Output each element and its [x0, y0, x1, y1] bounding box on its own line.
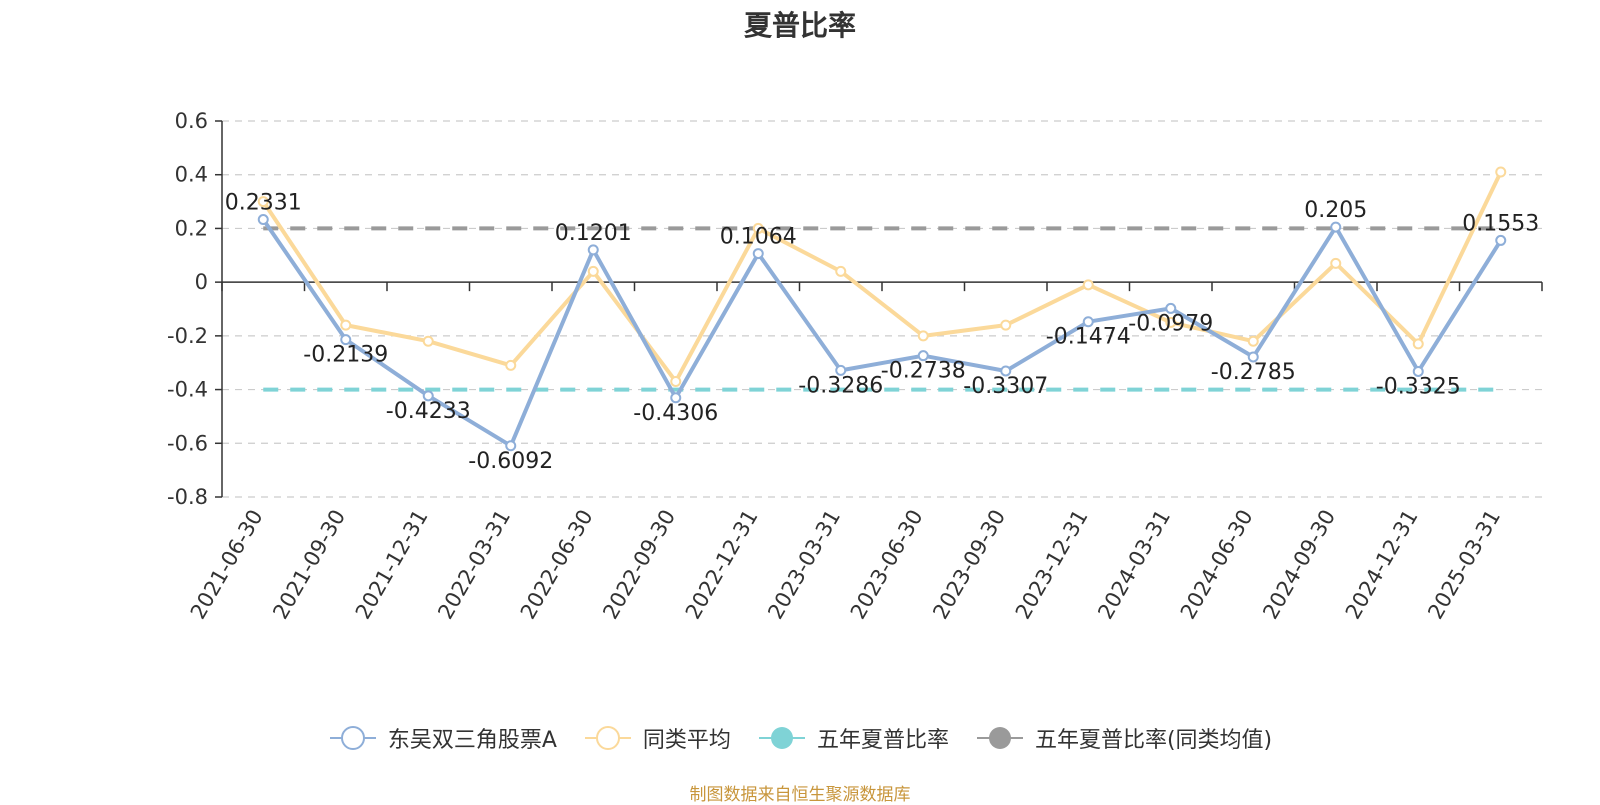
data-point — [1330, 257, 1342, 269]
data-point — [340, 319, 352, 331]
data-label: -0.3307 — [963, 374, 1048, 399]
data-point — [257, 196, 269, 208]
legend-marker-hollow-yellow — [584, 726, 631, 750]
x-tick-label: 2024-06-30 — [1176, 506, 1258, 624]
data-label: -0.3325 — [1376, 374, 1461, 399]
y-tick-label: 0.2 — [175, 216, 208, 240]
legend-item-five-year-sharpe-peer[interactable]: 五年夏普比率(同类均值) — [975, 722, 1272, 754]
data-point — [1165, 316, 1177, 328]
data-point — [1495, 166, 1507, 178]
data-point — [1330, 221, 1342, 233]
legend-marker-hollow-blue — [329, 726, 376, 750]
x-tick-label: 2022-03-31 — [433, 506, 515, 624]
data-label: -0.0979 — [1128, 311, 1213, 336]
data-point — [257, 214, 269, 226]
x-tick-label: 2021-09-30 — [268, 506, 350, 624]
reference-lines — [263, 226, 1501, 392]
data-label: 0.1553 — [1462, 211, 1539, 236]
x-tick-label: 2023-12-31 — [1011, 506, 1093, 624]
legend-item-peer-average[interactable]: 同类平均 — [583, 722, 731, 754]
data-label: 0.1064 — [720, 225, 797, 250]
data-point — [1412, 365, 1424, 377]
y-tick-label: 0.4 — [175, 163, 208, 187]
data-label: -0.3286 — [798, 373, 883, 398]
data-point — [1000, 365, 1012, 377]
series-lines — [257, 166, 1507, 452]
legend-label-five-year-sharpe: 五年夏普比率 — [816, 728, 949, 753]
y-tick-label: 0 — [195, 270, 208, 294]
data-point — [340, 334, 352, 346]
legend-marker-solid-gray — [976, 727, 1023, 749]
data-point — [1082, 316, 1094, 328]
x-tick-label: 2022-12-31 — [681, 506, 763, 624]
data-label: -0.2738 — [881, 359, 966, 384]
legend-item-fund[interactable]: 东吴双三角股票A — [328, 722, 557, 754]
data-point — [835, 364, 847, 376]
data-label: 0.1201 — [555, 221, 632, 246]
y-tick-label: -0.6 — [167, 431, 208, 455]
x-tick-label: 2022-06-30 — [516, 506, 598, 624]
legend-label-peer-average: 同类平均 — [642, 728, 731, 753]
x-tick-label: 2022-09-30 — [598, 506, 680, 624]
series-line — [261, 218, 1503, 448]
y-tick-label: 0.6 — [175, 109, 208, 133]
data-label: -0.1474 — [1046, 325, 1131, 350]
y-tick-label: -0.2 — [167, 324, 208, 348]
grid-lines — [222, 120, 1542, 498]
x-tick-label: 2021-06-30 — [186, 506, 268, 624]
data-point — [1165, 302, 1177, 314]
data-label: 0.2331 — [225, 191, 302, 216]
y-tick-label: -0.4 — [167, 378, 208, 402]
data-point — [1247, 351, 1259, 363]
data-point — [835, 265, 847, 277]
data-label: -0.2139 — [303, 343, 388, 368]
data-label: -0.6092 — [468, 449, 553, 474]
x-tick-label: 2024-03-31 — [1093, 506, 1175, 624]
source-note: 制图数据来自恒生聚源数据库 — [689, 785, 911, 805]
legend-label-five-year-sharpe-peer: 五年夏普比率(同类均值) — [1034, 728, 1273, 753]
data-point — [752, 248, 764, 260]
x-tick-label: 2025-03-31 — [1423, 506, 1505, 624]
data-labels: 0.2331 -0.2139 -0.4233 -0.6092 0.1201 -0.4306… — [225, 191, 1539, 474]
data-point — [505, 359, 517, 371]
x-tick-label: 2023-03-31 — [763, 506, 845, 624]
legend-item-five-year-sharpe[interactable]: 五年夏普比率 — [757, 722, 949, 754]
x-tick-label: 2024-09-30 — [1258, 506, 1340, 624]
data-point — [505, 440, 517, 452]
x-tick-label: 2023-09-30 — [928, 506, 1010, 624]
data-point — [670, 376, 682, 388]
x-tick-label: 2021-12-31 — [351, 506, 433, 624]
legend-marker-solid-teal — [758, 727, 805, 749]
data-label: -0.4306 — [633, 401, 718, 426]
y-tick-label: -0.8 — [167, 485, 208, 509]
data-label: -0.2785 — [1211, 360, 1296, 385]
data-point — [1412, 338, 1424, 350]
data-point — [587, 265, 599, 277]
x-tick-label: 2024-12-31 — [1341, 506, 1423, 624]
data-point — [422, 335, 434, 347]
data-point — [917, 330, 929, 342]
chart-title: 夏普比率 — [743, 9, 856, 42]
legend: 东吴双三角股票A 同类平均 五年夏普比率 五年夏普比率(同类均值) — [0, 722, 1600, 754]
data-point — [422, 390, 434, 402]
data-label: 0.205 — [1304, 198, 1367, 223]
series-line — [261, 171, 1503, 384]
legend-label-fund: 东吴双三角股票A — [387, 728, 557, 753]
data-point — [917, 350, 929, 362]
data-point — [1247, 335, 1259, 347]
data-point — [670, 392, 682, 404]
data-point — [752, 222, 764, 234]
data-point — [1082, 279, 1094, 291]
x-tick-label: 2023-06-30 — [846, 506, 928, 624]
data-label: -0.4233 — [386, 399, 471, 424]
data-point — [1495, 234, 1507, 246]
data-point — [1000, 319, 1012, 331]
data-point — [587, 244, 599, 256]
